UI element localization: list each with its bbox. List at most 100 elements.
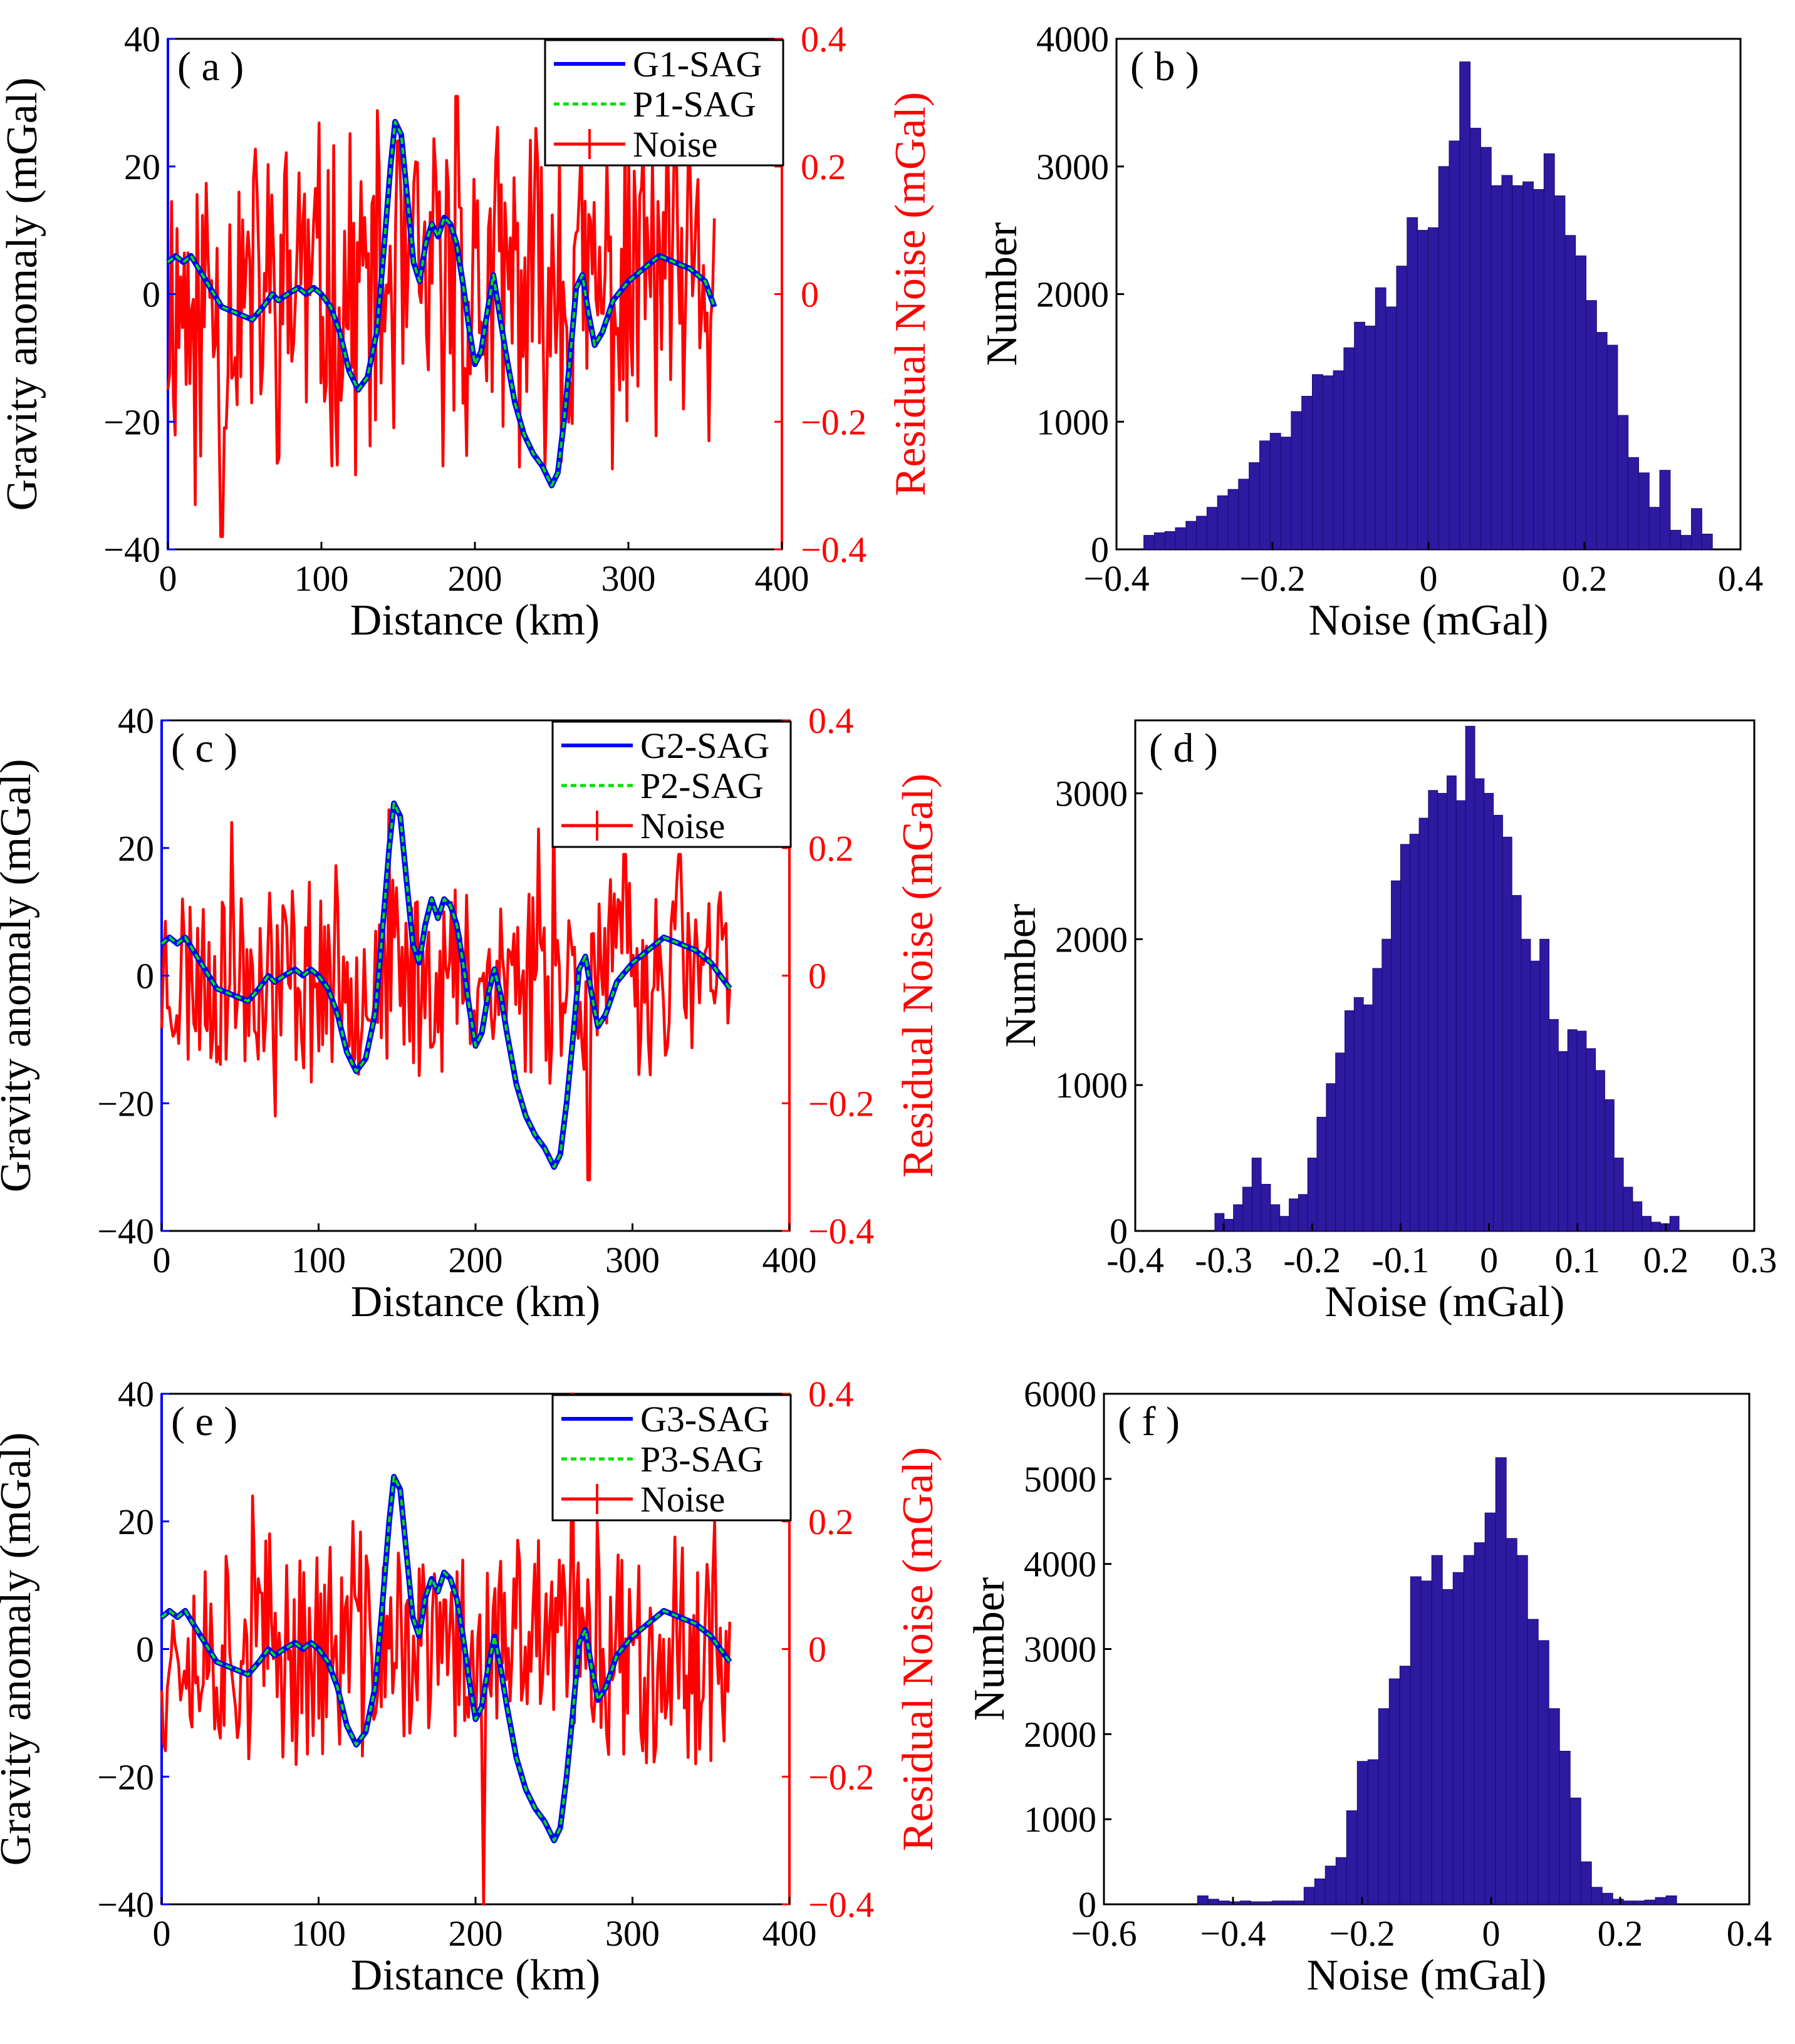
histogram-bar [1569, 1797, 1581, 1905]
histogram-bar [1474, 778, 1485, 1232]
y-tick-label: 40 [118, 700, 154, 741]
y2-axis-label: Residual Noise (mGal) [894, 774, 942, 1178]
y2-tick-label: 0.2 [801, 147, 846, 187]
panel-e-line-chart: 0 100 200 300 400 −40 −20 0 20 40 −0.4 −0.2 0 0.2 0.4 D… [0, 1374, 942, 2000]
histogram-bar [1512, 185, 1524, 550]
y-tick-label: −40 [97, 1884, 154, 1925]
histogram-bar [1470, 128, 1481, 550]
x-tick-label: 100 [291, 1913, 346, 1954]
x-axis-label: Noise (mGal) [1309, 596, 1549, 645]
histogram-bar [1391, 880, 1401, 1232]
y-tick-label: 3000 [1036, 147, 1109, 187]
histogram-bar [1259, 440, 1271, 550]
x-axis-label: Distance (km) [351, 1951, 600, 2000]
histogram-bar [1701, 534, 1713, 550]
y-axis-label: Number [978, 222, 1026, 366]
histogram-bar [1480, 147, 1492, 550]
y-tick-label: −20 [103, 402, 160, 442]
legend-entry-label: G1-SAG [633, 44, 762, 85]
panel-label: ( c ) [171, 725, 237, 771]
histogram-bar [1407, 217, 1418, 550]
histogram-bar [1493, 814, 1503, 1232]
y-tick-label: 1000 [1055, 1065, 1128, 1106]
histogram-bar [1185, 521, 1197, 550]
histogram-bar [1495, 1457, 1507, 1905]
histogram-bar [1680, 535, 1692, 550]
x-tick-label: -0.1 [1372, 1240, 1430, 1280]
histogram-bar [1289, 1198, 1299, 1232]
y2-tick-label: −0.4 [808, 1884, 874, 1925]
histogram-bar [1293, 1901, 1304, 1905]
y-tick-label: 1000 [1024, 1799, 1096, 1840]
histogram-bar [1516, 1555, 1528, 1905]
histogram-bar [1655, 1897, 1667, 1905]
histogram-bar [1233, 1204, 1243, 1232]
y-tick-label: 0 [136, 1629, 154, 1670]
p-sag-series-line [167, 120, 716, 487]
x-axis-label: Noise (mGal) [1307, 1951, 1547, 2000]
histogram-bar [1381, 938, 1392, 1232]
histogram-bar [1484, 1512, 1496, 1905]
x-tick-label: 200 [449, 1913, 503, 1954]
y2-tick-label: −0.2 [801, 402, 866, 442]
histogram-bar [1316, 1116, 1327, 1232]
histogram-bar [1427, 227, 1439, 550]
panel-label: ( b ) [1130, 44, 1199, 90]
histogram-bar [1612, 1899, 1624, 1905]
y2-tick-label: 0 [801, 274, 819, 315]
histogram-bar [1644, 1899, 1656, 1905]
histogram-bar [1375, 287, 1387, 550]
y-tick-label: 5000 [1024, 1459, 1096, 1500]
x-tick-label: 0.3 [1732, 1240, 1777, 1280]
x-tick-label: 0 [1482, 1913, 1501, 1954]
y2-tick-label: 0.4 [808, 700, 854, 741]
y-tick-label: 20 [124, 147, 160, 187]
x-tick-label: 0.4 [1718, 558, 1764, 599]
y2-tick-label: −0.4 [801, 529, 866, 570]
legend-entry-label: G3-SAG [640, 1399, 769, 1440]
histogram-bar [1586, 300, 1597, 550]
histogram-bar [1224, 1218, 1234, 1232]
y-axis-label: Gravity anomaly (mGal) [0, 77, 46, 511]
y-tick-label: 0 [1091, 529, 1109, 570]
y2-tick-label: 0 [808, 1629, 826, 1670]
histogram-bar [1417, 230, 1428, 550]
x-tick-label: −0.2 [1239, 558, 1305, 599]
histogram-bar [1491, 185, 1502, 550]
histogram-bar [1227, 489, 1239, 550]
noise-series-line [166, 95, 716, 538]
histogram-bar [1502, 836, 1512, 1232]
histogram-bar [1591, 1887, 1603, 1905]
histogram-bar [1447, 776, 1457, 1232]
histogram-bar [1261, 1184, 1271, 1232]
histogram-bar [1511, 895, 1522, 1232]
y-tick-label: 40 [124, 19, 160, 60]
x-tick-label: -0.4 [1106, 1240, 1164, 1280]
histogram-bar [1651, 1222, 1661, 1232]
histogram-bar [1270, 1204, 1281, 1232]
x-tick-label: 0 [1480, 1240, 1498, 1280]
histogram-bar [1501, 175, 1513, 550]
histogram-bar [1559, 1751, 1571, 1905]
histogram-bar [1596, 332, 1608, 550]
histogram-bar [1307, 1158, 1318, 1232]
histogram-bar [1410, 1576, 1422, 1905]
histogram-bar [1539, 938, 1549, 1232]
histogram-bar [1207, 1899, 1219, 1905]
legend-entry-label: Noise [640, 806, 725, 846]
histogram-bar [1218, 1901, 1230, 1905]
histogram-bar [1452, 1572, 1464, 1905]
p-sag-series-line [160, 1475, 731, 1842]
histogram-bar [1298, 1194, 1308, 1232]
histogram-bar [1365, 325, 1376, 550]
histogram-bar [1691, 508, 1702, 550]
panel-b-histogram: −0.4 −0.2 0 0.2 0.4 0 1000 2000 3000 4000 Noise (m… [978, 19, 1763, 645]
x-tick-label: 300 [601, 558, 656, 599]
y-tick-label: 20 [118, 828, 154, 869]
x-tick-label: 100 [294, 558, 349, 599]
histogram-bar [1279, 1216, 1290, 1232]
panel-d-histogram: -0.4 -0.3 -0.2 -0.1 0 0.1 0.2 0.3 0 1000 2000 3000 N… [997, 719, 1777, 1326]
y-tick-label: −40 [103, 529, 160, 570]
y2-tick-label: −0.2 [808, 1756, 874, 1797]
histogram-bar [1642, 1216, 1652, 1232]
